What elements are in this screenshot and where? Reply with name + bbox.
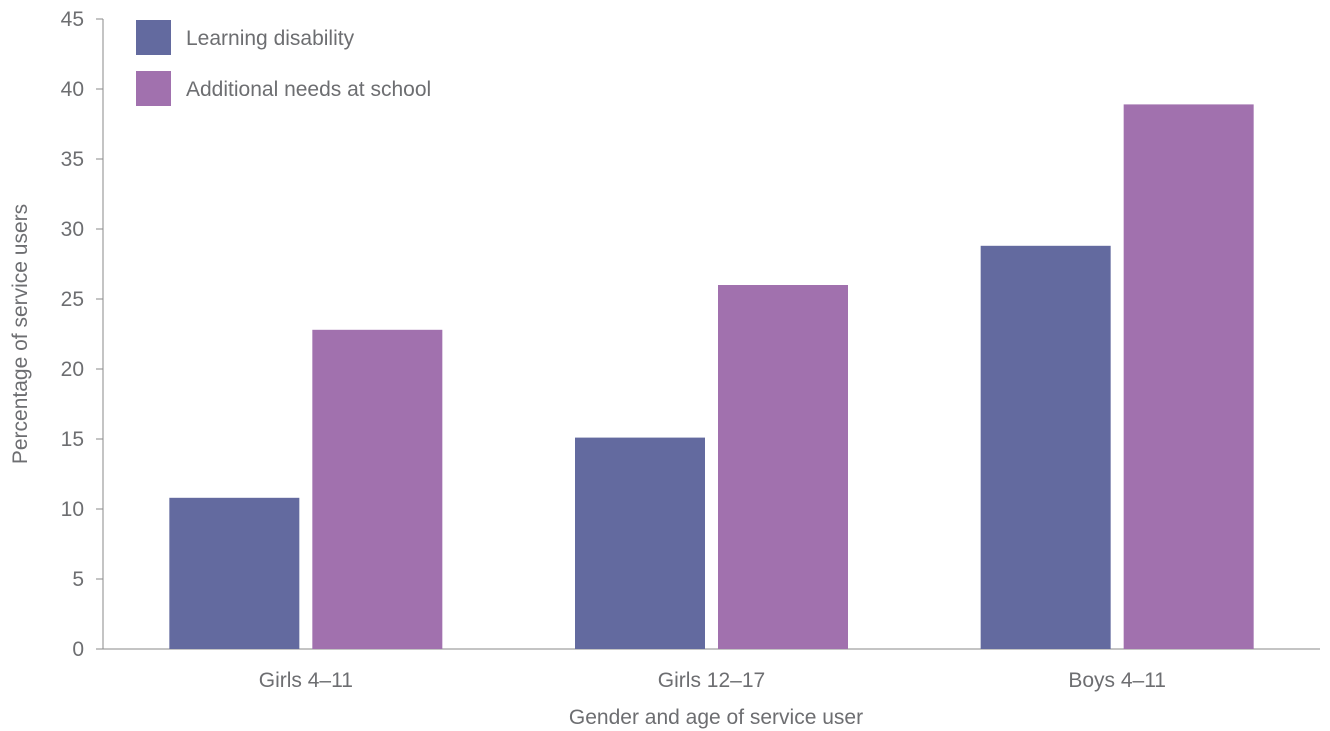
y-tick-label: 35 — [61, 148, 84, 171]
bar-additional-needs-1 — [718, 285, 848, 649]
y-tick-label: 10 — [61, 498, 84, 521]
bars-group — [169, 104, 1254, 650]
y-tick-label: 5 — [72, 568, 84, 591]
bar-additional-needs-0 — [312, 329, 443, 649]
y-tick-label: 30 — [61, 218, 84, 241]
legend-label: Learning disability — [186, 27, 355, 50]
x-axis: Girls 4–11 Girls 12–17 Boys 4–11 — [103, 648, 1320, 692]
legend-label: Additional needs at school — [186, 78, 431, 101]
chart-legend: Learning disability Additional needs at s… — [136, 20, 431, 106]
y-tick-label: 20 — [61, 358, 84, 381]
y-tick-label: 0 — [72, 638, 84, 661]
legend-swatch — [136, 71, 171, 106]
x-category-label: Girls 4–11 — [259, 669, 353, 692]
x-axis-title: Gender and age of service user — [569, 706, 863, 729]
y-tick-label: 45 — [61, 8, 84, 31]
y-tick-label: 25 — [61, 288, 84, 311]
x-category-label: Boys 4–11 — [1068, 669, 1166, 692]
bar-learning-disability-1 — [575, 437, 705, 649]
bar-additional-needs-2 — [1123, 104, 1254, 649]
y-axis: 0 5 10 15 20 25 30 35 40 45 — [61, 8, 104, 661]
bar-learning-disability-0 — [169, 497, 300, 649]
x-category-label: Girls 12–17 — [658, 669, 765, 692]
y-tick-label: 15 — [61, 428, 84, 451]
y-axis-title: Percentage of service users — [9, 204, 32, 464]
legend-swatch — [136, 20, 171, 55]
bar-learning-disability-2 — [980, 245, 1111, 650]
y-tick-label: 40 — [61, 78, 84, 101]
